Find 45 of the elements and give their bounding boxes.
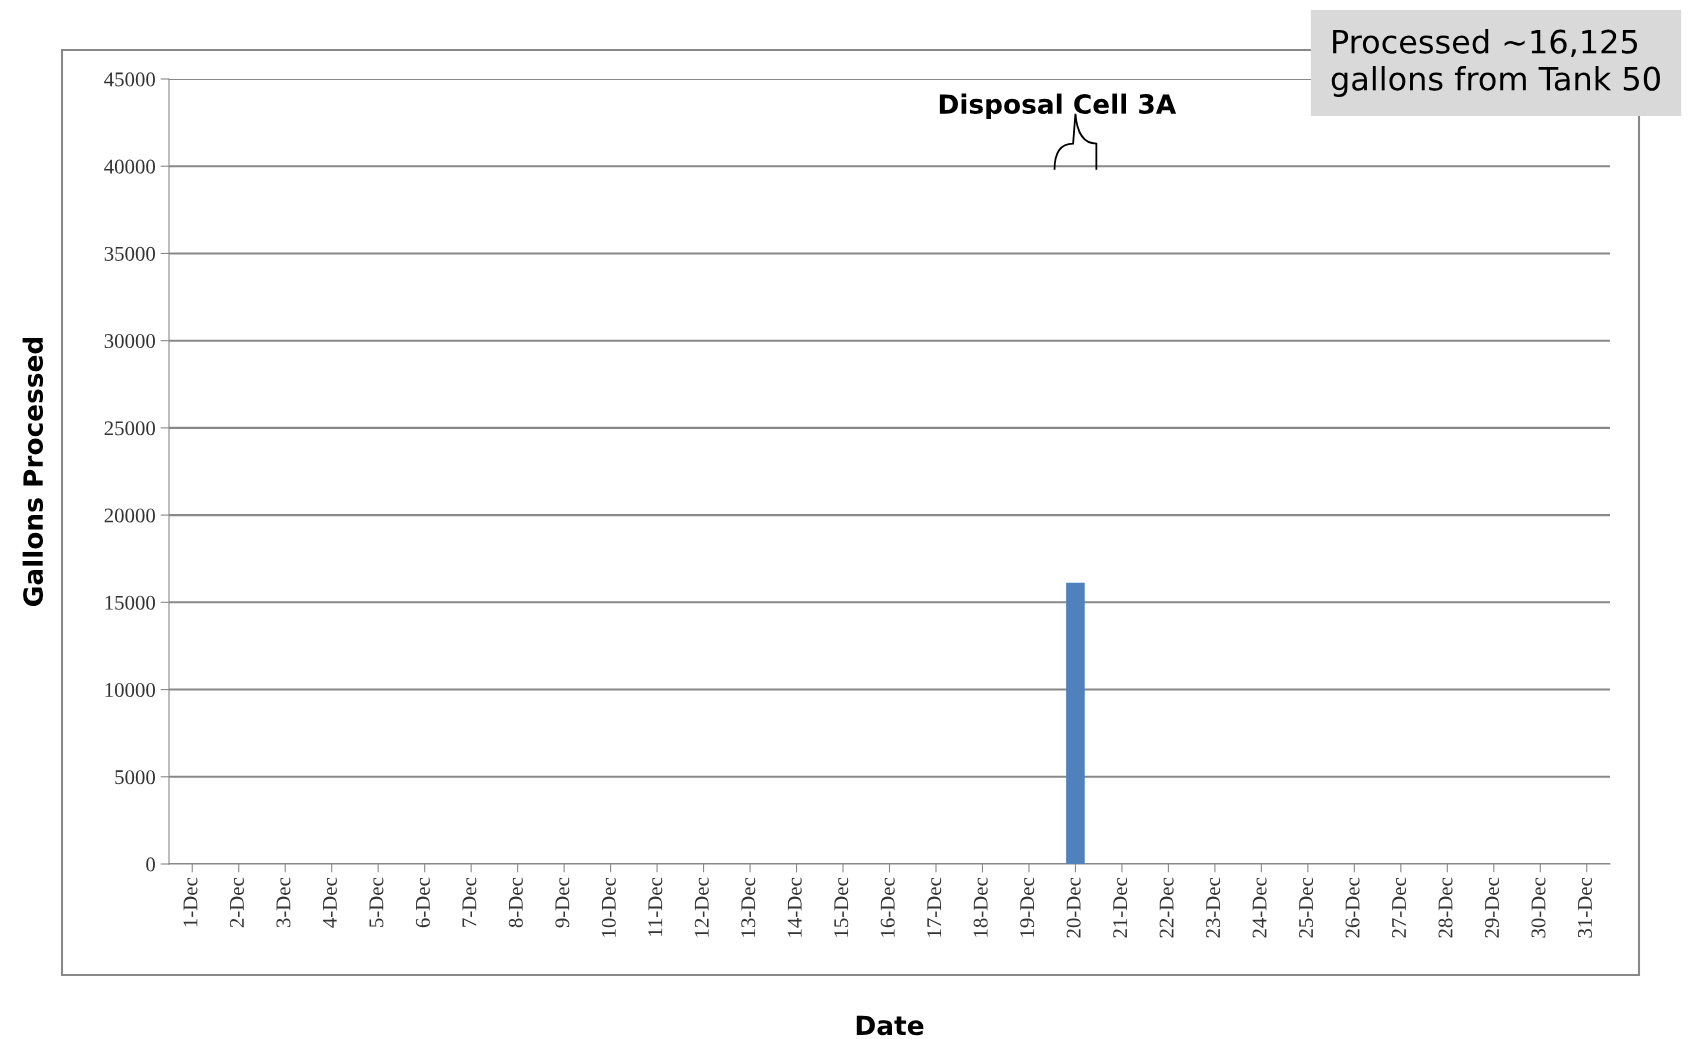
y-tick-label: 0 [146, 857, 156, 872]
y-tick-label: 40000 [104, 159, 156, 174]
x-tick-label: 14-Dec [787, 877, 802, 937]
y-tick-label: 25000 [104, 421, 156, 436]
x-tick-label: 13-Dec [741, 877, 756, 937]
x-tick-label: 22-Dec [1159, 877, 1174, 938]
x-tick-label: 18-Dec [973, 877, 988, 937]
y-tick-label: 45000 [104, 72, 156, 87]
x-tick-label: 11-Dec [648, 877, 663, 936]
x-tick-label: 24-Dec [1252, 877, 1267, 938]
y-axis-title: Gallons Processed [22, 337, 44, 606]
x-tick-label: 23-Dec [1206, 877, 1221, 938]
x-tick-label: 8-Dec [508, 877, 523, 928]
x-tick-label: 31-Dec [1577, 877, 1592, 938]
x-tick-label: 1-Dec [183, 877, 198, 927]
x-tick-label: 27-Dec [1392, 877, 1407, 938]
x-tick-label: 12-Dec [694, 877, 709, 937]
x-tick-label: 2-Dec [229, 877, 244, 928]
x-tick-label: 25-Dec [1299, 877, 1314, 938]
x-tick-label: 3-Dec [276, 877, 291, 928]
x-tick-label: 5-Dec [369, 877, 384, 927]
x-tick-label: 30-Dec [1531, 877, 1546, 938]
x-tick-label: 6-Dec [415, 877, 430, 928]
y-tick-label: 20000 [104, 508, 156, 523]
y-tick-label: 35000 [104, 246, 156, 261]
x-tick-label: 7-Dec [462, 877, 477, 927]
x-tick-label: 15-Dec [834, 877, 849, 937]
y-tick-label: 30000 [104, 334, 156, 349]
x-tick-label: 20-Dec [1066, 877, 1081, 938]
x-tick-label: 10-Dec [601, 877, 616, 937]
x-tick-label: 29-Dec [1485, 877, 1500, 938]
x-axis-title: Date [856, 1015, 924, 1036]
annotation: Processed ~16,125 gallons from Tank 50 [1331, 29, 1660, 97]
y-tick-label: 15000 [105, 595, 156, 610]
annotation: Disposal Cell 3A [939, 93, 1177, 120]
y-tick-label: 10000 [105, 682, 156, 697]
x-tick-label: 19-Dec [1020, 877, 1035, 937]
x-tick-label: 26-Dec [1345, 877, 1360, 938]
x-tick-label: 28-Dec [1438, 877, 1453, 938]
x-tick-label: 16-Dec [880, 877, 895, 937]
x-tick-label: 21-Dec [1113, 877, 1128, 938]
y-tick-label: 5000 [115, 770, 156, 785]
x-tick-label: 17-Dec [927, 877, 942, 937]
x-tick-label: 9-Dec [555, 877, 570, 928]
x-tick-label: 4-Dec [322, 877, 337, 928]
